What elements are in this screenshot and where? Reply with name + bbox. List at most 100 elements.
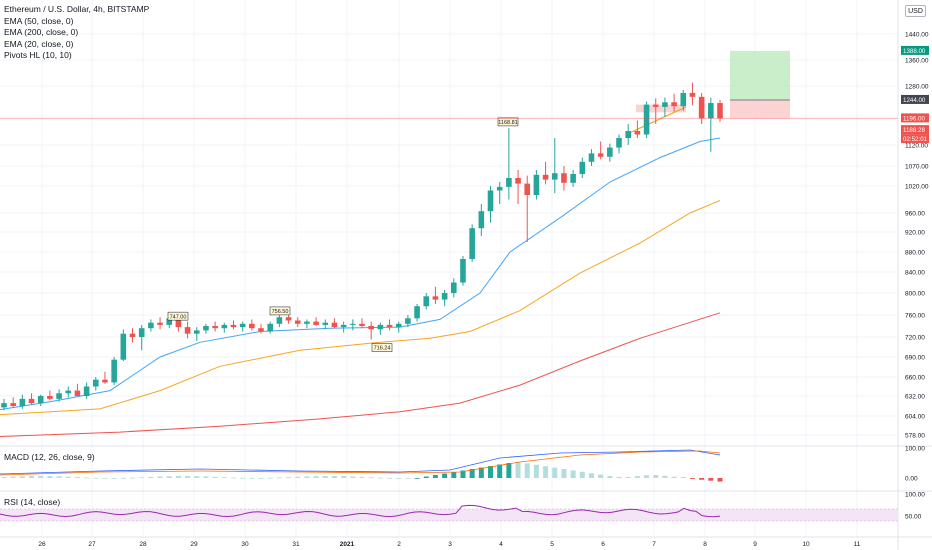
price-tick-label: 880.00 [905,250,925,257]
macd-histogram-bar [662,475,668,478]
chart-axes[interactable]: 1440.001360.001280.001200.001120.001070.… [38,32,929,549]
pivot-label-box [497,117,519,127]
candle-body [83,386,90,396]
candle-body [395,323,402,328]
macd-histogram-bar [469,469,475,478]
rsi-line [0,504,721,518]
candle-body [138,328,145,337]
candle-body [570,174,576,183]
candle [698,92,705,124]
candle-body [643,104,650,135]
candle-body [19,398,26,406]
rsi-pane[interactable] [0,504,898,522]
candle-body [111,359,117,383]
pivot-label: 756.50 [272,309,289,315]
candle [625,124,632,145]
macd-histogram-bar [65,476,71,478]
macd-histogram-bar [359,476,365,478]
macd-histogram-bar [56,476,62,478]
macd-histogram-bar [653,475,659,478]
candle [597,141,604,160]
candle-body [542,174,549,180]
macd-histogram-bar [671,476,677,478]
candle-body [313,321,319,325]
candle [588,149,595,166]
macd-histogram-bar [185,476,191,478]
time-tick-label: 28 [139,541,147,548]
candle [19,394,26,409]
indicator-ema20-label[interactable]: EMA (20, close, 0) [4,38,74,49]
candle [689,82,696,106]
rsi-tick-label: 100.00 [905,492,925,499]
macd-histogram-bar [240,477,246,479]
candle-body [450,282,457,293]
macd-histogram-bar [120,477,126,479]
macd-histogram-bar [29,476,35,478]
macd-histogram-bar [588,473,594,478]
macd-label[interactable]: MACD (12, 26, close, 9) [4,452,95,462]
price-tag: 1244.00 [901,94,929,104]
candle [350,319,356,331]
macd-pane[interactable] [0,449,723,482]
price-tag: 1388.00 [901,45,929,55]
price-tag-bg [901,45,929,55]
macd-histogram-bar [19,476,25,478]
macd-histogram-bar [139,477,145,479]
candle-body [533,174,540,195]
candle-body [47,396,53,399]
candle [102,371,108,384]
candle [533,170,540,200]
candle [616,134,622,154]
candle [56,389,62,402]
price-tag-text: 02:52:01 [903,136,928,143]
candle [47,390,53,401]
rsi-label[interactable]: RSI (14, close) [4,497,61,507]
symbol-title[interactable]: Ethereum / U.S. Dollar, 4h, BITSTAMP [4,4,150,14]
candle-body [221,324,228,329]
candle [340,321,347,333]
pivot-label-box [371,343,393,352]
price-tick-label: 1120.00 [905,143,928,150]
price-tag: 1188.28 [901,125,929,134]
candle [414,304,420,322]
indicator-pivots-label[interactable]: Pivots HL (10, 10) [4,50,72,60]
macd-histogram-bar [148,476,154,478]
candle-body [120,333,127,360]
candle-body [469,228,475,259]
time-tick-label: 26 [38,541,46,548]
candle [359,318,365,329]
macd-histogram-bar [423,476,429,478]
candle [496,182,503,204]
candle-body [625,131,632,138]
candle [285,313,292,324]
candle-body [561,173,567,183]
indicator-ema200-label[interactable]: EMA (200, close, 0) [4,27,79,37]
macd-tick-label: 0.00 [905,476,918,483]
price-tick-label: 920.00 [905,230,925,237]
candle-body [432,296,439,300]
candle [221,322,228,333]
price-tag: 02:52:01 [901,134,929,144]
macd-histogram-bar [1,477,7,478]
indicator-ema50-label[interactable]: EMA (50, close, 0) [4,15,74,26]
candle-body [276,317,283,324]
candle-body [10,403,16,406]
price-tick-label: 578.00 [905,433,925,440]
candlestick-series[interactable] [1,82,723,411]
macd-histogram-bar [258,477,264,479]
macd-histogram-bar [221,477,227,478]
candle-body [28,398,35,404]
time-tick-label: 30 [241,541,249,548]
candle-body [249,323,255,329]
candle-body [698,96,705,119]
macd-histogram-bar [396,477,402,479]
long-position-tool[interactable] [625,50,790,136]
candle-body [340,324,347,328]
currency-button[interactable]: USD [905,5,926,17]
time-tick-label: 11 [854,541,861,548]
macd-histogram-bar [561,469,567,478]
candle [37,394,44,406]
candle [423,293,430,310]
macd-histogram-bar [212,476,218,478]
